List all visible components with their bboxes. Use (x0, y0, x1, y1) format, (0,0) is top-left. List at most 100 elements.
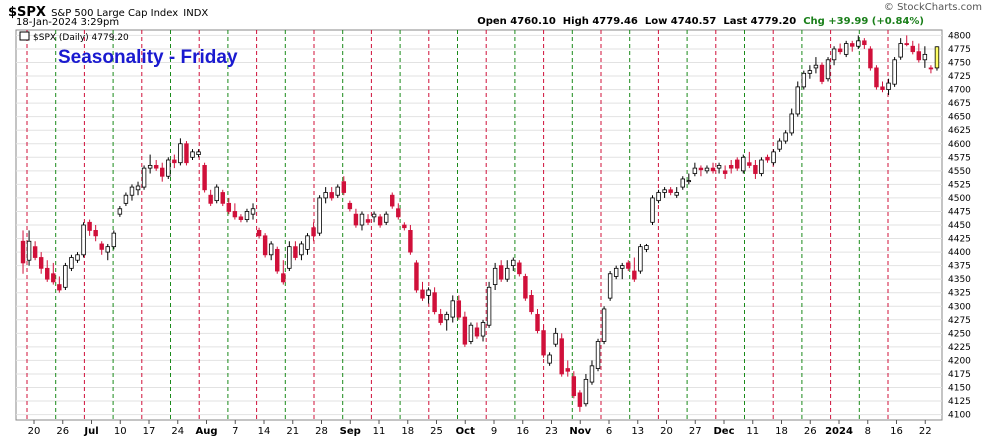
y-tick-label: 4325 (948, 289, 971, 299)
y-tick-label: 4175 (948, 370, 971, 380)
chart-header: $SPX S&P 500 Large Cap Index INDX (8, 1, 984, 20)
candle-body (601, 308, 607, 342)
candle-body (256, 230, 262, 237)
x-tick-label: 18 (775, 426, 788, 437)
x-tick-label: Dec (713, 426, 734, 437)
x-tick-label: 18 (401, 426, 414, 437)
candle-body (353, 213, 359, 226)
candle-body (426, 289, 431, 296)
candle-body (311, 227, 316, 237)
y-tick-label: 4800 (948, 31, 971, 41)
candle-body (184, 143, 189, 164)
candle-body (801, 72, 807, 88)
y-tick-label: 4100 (948, 411, 971, 421)
x-tick-label: 23 (545, 426, 558, 437)
x-tick-label: 20 (660, 426, 673, 437)
candle-body (51, 273, 56, 283)
candle-body (698, 167, 704, 171)
candle-body (450, 300, 455, 318)
x-tick-label: Nov (569, 426, 591, 437)
x-tick-label: 14 (258, 426, 271, 437)
security-name: S&P 500 Large Cap Index (51, 8, 179, 19)
candle-body (571, 376, 577, 397)
candle-body (347, 202, 353, 210)
y-tick-label: 4675 (948, 99, 971, 109)
y-tick-label: 4200 (948, 356, 971, 366)
candle-body (81, 224, 86, 256)
y-tick-label: 4400 (948, 248, 971, 258)
x-tick-label: 27 (689, 426, 702, 437)
y-tick-label: 4650 (948, 113, 971, 123)
candle-body (365, 219, 371, 223)
candle-body (226, 202, 232, 212)
candle-body (686, 180, 692, 183)
candle-body (117, 208, 123, 215)
candle-body (26, 240, 32, 261)
candle-body (408, 230, 413, 253)
candle-body (129, 186, 135, 196)
candle-body (299, 243, 304, 256)
y-tick-label: 4700 (948, 86, 971, 96)
candle-body (196, 151, 201, 155)
candle-body (511, 259, 516, 267)
x-tick-label: 26 (804, 426, 817, 437)
x-tick-label: 20 (28, 426, 41, 437)
y-tick-label: 4350 (948, 275, 971, 285)
candle-body (160, 167, 165, 177)
candle-body (692, 167, 698, 174)
candle-body (178, 143, 183, 164)
candle-body (843, 43, 849, 55)
candle-body (141, 167, 147, 188)
candle-body (880, 86, 885, 90)
candle-body (135, 185, 141, 191)
candle-body (287, 246, 292, 269)
candle-body (789, 113, 794, 134)
candle-body (529, 295, 534, 313)
candle-body (765, 156, 770, 161)
high-value: High 4779.46 (562, 16, 638, 27)
candle-body (831, 48, 837, 61)
candle-body (565, 368, 570, 372)
candle-body (323, 192, 328, 199)
candle-body (335, 186, 340, 196)
candle-body (680, 178, 685, 188)
candle-body (934, 46, 940, 69)
y-tick-label: 4150 (948, 384, 971, 394)
candle-body (553, 332, 558, 345)
candle-body (928, 67, 934, 70)
candle-body (850, 43, 855, 47)
candle-body (377, 216, 383, 226)
timestamp: 18-Jan-2024 3:29pm (16, 17, 120, 28)
candle-body (432, 292, 437, 313)
candle-body (583, 378, 589, 405)
candle-body (898, 43, 903, 58)
candle-body (577, 392, 583, 407)
x-tick-label: Sep (340, 426, 361, 437)
candle-body (75, 254, 80, 261)
candle-body (32, 246, 38, 258)
candle-body (220, 192, 225, 204)
candle-body (166, 159, 171, 177)
y-tick-label: 4375 (948, 262, 971, 272)
y-tick-label: 4725 (948, 72, 971, 82)
candle-body (93, 230, 98, 237)
x-tick-label: 21 (286, 426, 299, 437)
candle-body (517, 262, 522, 275)
candle-body (620, 265, 625, 269)
candle-body (856, 40, 861, 47)
y-tick-label: 4125 (948, 397, 971, 407)
candle-body (704, 167, 710, 172)
candle-body (238, 216, 244, 220)
candle-body (390, 194, 395, 207)
candle-body (232, 211, 238, 218)
x-tick-label: 24 (171, 426, 184, 437)
candle-body (862, 40, 867, 46)
chart-title: Seasonality - Friday (58, 47, 238, 68)
x-tick-label: 26 (56, 426, 69, 437)
candle-body (535, 313, 540, 332)
candle-body (505, 267, 510, 280)
candle-body (874, 67, 879, 88)
y-tick-label: 4550 (948, 167, 971, 177)
